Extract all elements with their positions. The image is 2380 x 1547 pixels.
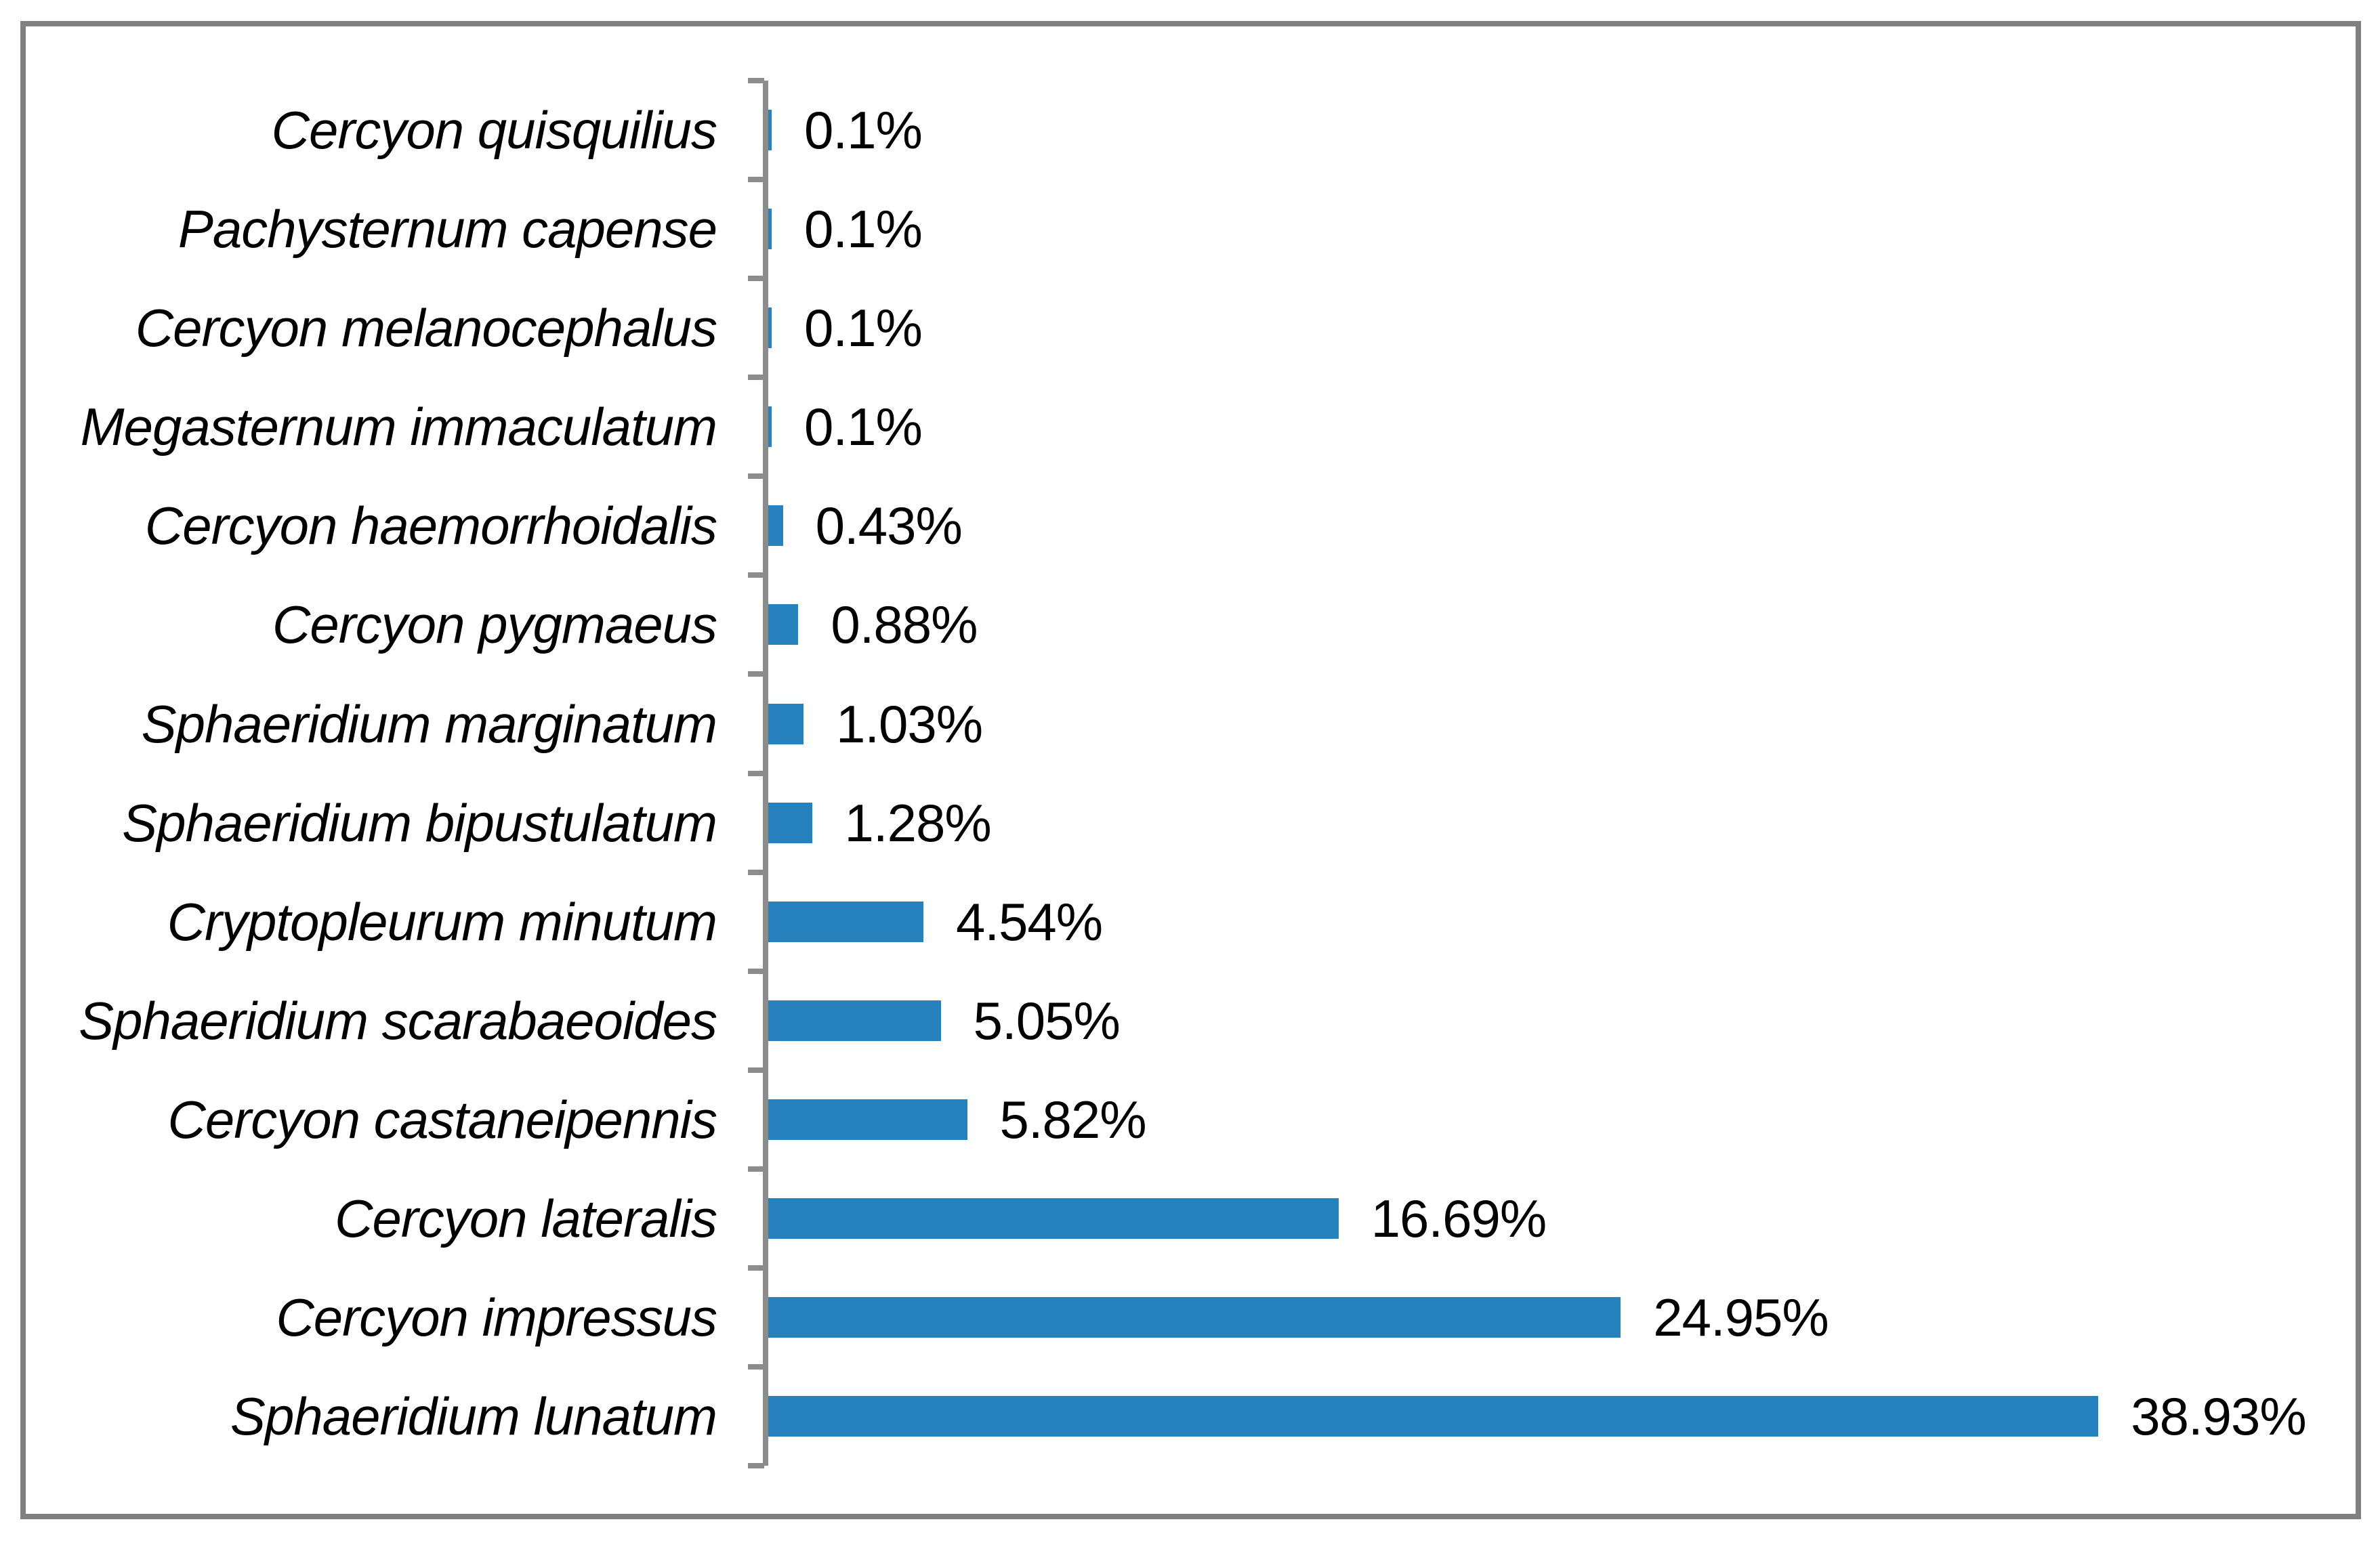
value-label: 0.1% [804, 100, 923, 161]
category-label: Sphaeridium lunatum [230, 1386, 717, 1447]
bar [768, 802, 812, 843]
chart-row: Cercyon impressus 24.95% [0, 1268, 2380, 1367]
axis-tick [748, 572, 764, 578]
chart-row: Cercyon pygmaeus 0.88% [0, 575, 2380, 674]
value-label: 0.1% [804, 199, 923, 259]
axis-tick [748, 770, 764, 776]
bar [768, 703, 803, 744]
category-label: Megasternum immaculatum [80, 397, 717, 457]
category-label: Sphaeridium bipustulatum [122, 792, 717, 853]
axis-tick [748, 78, 764, 83]
figure-frame [20, 21, 2361, 1519]
value-label: 38.93% [2131, 1386, 2307, 1447]
category-label: Sphaeridium marginatum [141, 694, 717, 754]
chart-row: Pachysternum capense 0.1% [0, 179, 2380, 278]
value-label: 0.43% [815, 496, 963, 556]
bar [768, 1198, 1339, 1239]
value-label: 0.1% [804, 298, 923, 358]
axis-tick [748, 177, 764, 183]
bar [768, 110, 772, 151]
category-label: Cercyon castaneipennis [167, 1089, 717, 1149]
category-label: Pachysternum capense [178, 199, 717, 259]
axis-tick [748, 968, 764, 974]
category-label: Cercyon haemorrhoidalis [144, 496, 717, 556]
chart-rows: Cercyon quisquilius 0.1% Pachysternum cape… [0, 81, 2380, 1466]
chart-row: Cercyon lateralis 16.69% [0, 1169, 2380, 1268]
category-label: Cercyon quisquilius [271, 100, 717, 161]
axis-tick [748, 1067, 764, 1073]
category-label: Cercyon melanocephalus [135, 298, 717, 358]
axis-tick [748, 1363, 764, 1370]
bar [768, 209, 772, 250]
value-label: 16.69% [1371, 1188, 1547, 1248]
bar [768, 901, 923, 942]
axis-tick [748, 1265, 764, 1271]
bar [768, 505, 783, 547]
y-axis-line [763, 81, 768, 1466]
category-label: Cercyon pygmaeus [272, 595, 717, 655]
value-label: 0.88% [831, 595, 978, 655]
bar [768, 1099, 967, 1140]
value-label: 1.28% [844, 792, 992, 853]
bar [768, 1000, 941, 1041]
category-label: Cercyon impressus [276, 1287, 717, 1347]
chart-row: Cercyon castaneipennis 5.82% [0, 1070, 2380, 1169]
bar [768, 406, 772, 448]
axis-tick [748, 1166, 764, 1172]
value-label: 4.54% [955, 891, 1103, 952]
category-label: Sphaeridium scarabaeoides [79, 990, 717, 1051]
category-label: Cercyon lateralis [335, 1188, 717, 1248]
chart-row: Sphaeridium marginatum 1.03% [0, 674, 2380, 773]
category-label: Cryptopleurum minutum [167, 891, 717, 952]
chart-row: Cercyon quisquilius 0.1% [0, 81, 2380, 179]
value-label: 5.05% [973, 990, 1121, 1051]
axis-tick [748, 1463, 764, 1468]
chart-row: Sphaeridium scarabaeoides 5.05% [0, 971, 2380, 1070]
bar [768, 308, 772, 349]
axis-tick [748, 473, 764, 480]
value-label: 5.82% [999, 1089, 1147, 1149]
value-label: 0.1% [804, 397, 923, 457]
chart-row: Sphaeridium lunatum 38.93% [0, 1367, 2380, 1466]
value-label: 24.95% [1653, 1287, 1829, 1347]
chart-row: Megasternum immaculatum 0.1% [0, 377, 2380, 476]
bar [768, 1296, 1621, 1338]
bar [768, 1396, 2099, 1437]
chart-row: Cercyon melanocephalus 0.1% [0, 278, 2380, 377]
axis-tick [748, 276, 764, 282]
axis-tick [748, 671, 764, 677]
value-label: 1.03% [835, 694, 983, 754]
bar [768, 604, 799, 645]
chart-row: Cryptopleurum minutum 4.54% [0, 872, 2380, 971]
axis-tick [748, 375, 764, 381]
axis-tick [748, 869, 764, 875]
chart-row: Sphaeridium bipustulatum 1.28% [0, 774, 2380, 872]
chart-row: Cercyon haemorrhoidalis 0.43% [0, 476, 2380, 575]
